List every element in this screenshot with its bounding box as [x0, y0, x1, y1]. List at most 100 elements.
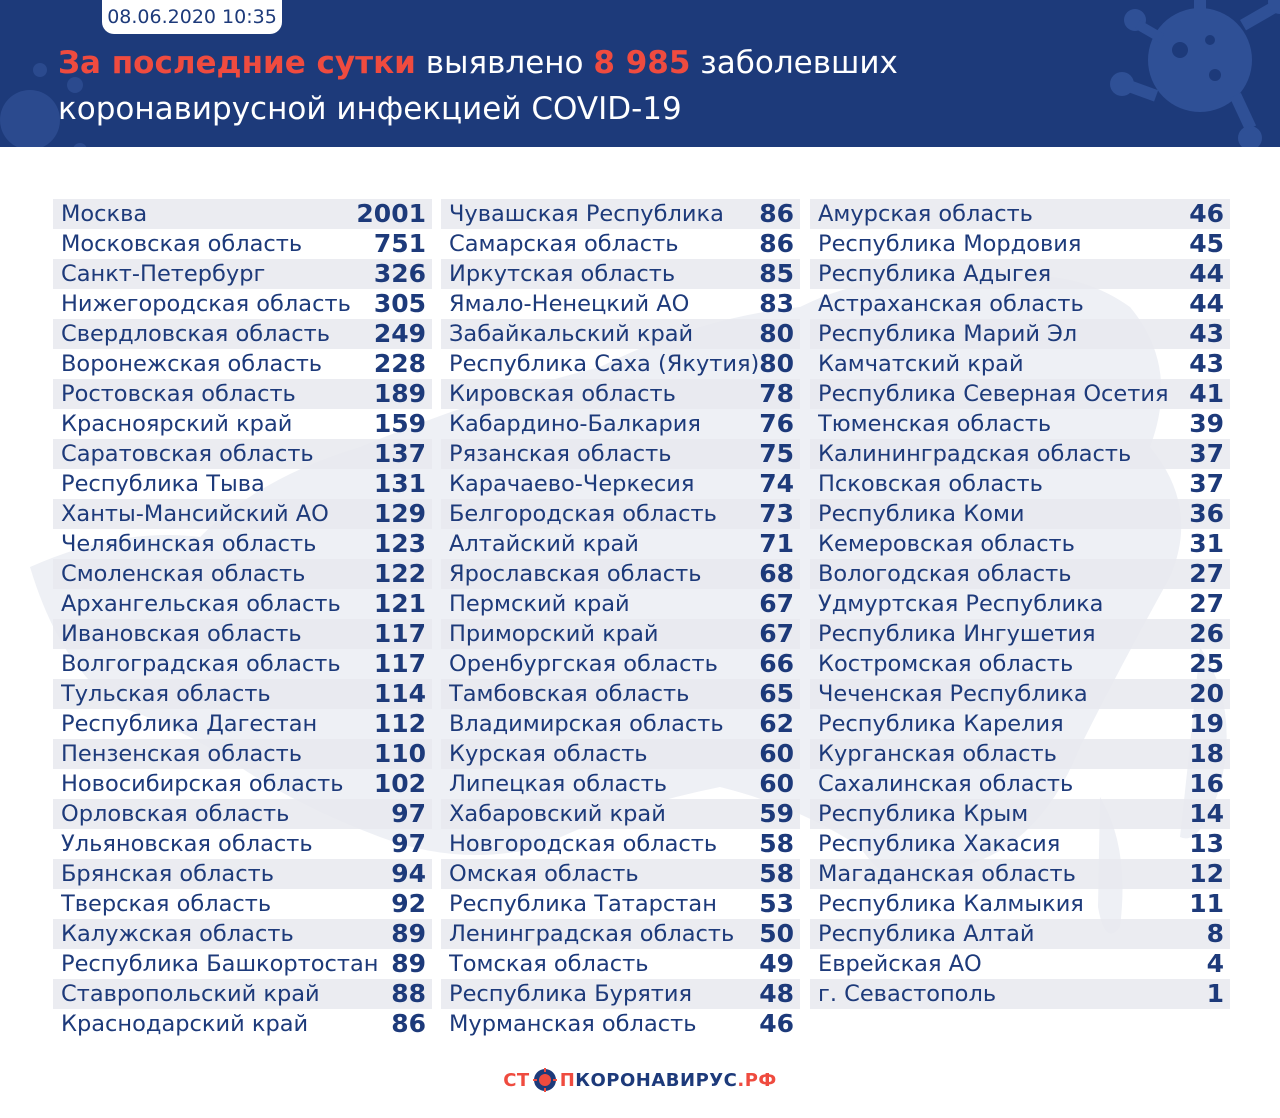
- region-row: Ставропольский край 88: [53, 979, 432, 1009]
- region-name: Тульская область: [61, 681, 271, 707]
- region-row: Пермский край 67: [441, 589, 800, 619]
- region-name: Пермский край: [449, 591, 630, 617]
- region-case-count: 159: [373, 409, 426, 438]
- region-case-count: 83: [759, 289, 794, 318]
- region-name: Костромская область: [818, 651, 1074, 677]
- title-accent: За последние сутки: [58, 45, 416, 81]
- region-case-count: 97: [391, 799, 426, 828]
- region-row: Еврейская АО 4: [810, 949, 1230, 979]
- region-name: Волгоградская область: [61, 651, 341, 677]
- region-row: Архангельская область 121: [53, 589, 432, 619]
- region-row: Воронежская область 228: [53, 349, 432, 379]
- region-row: Калининградская область 37: [810, 439, 1230, 469]
- region-row: Республика Адыгея 44: [810, 259, 1230, 289]
- region-case-count: 189: [373, 379, 426, 408]
- region-case-count: 112: [373, 709, 426, 738]
- region-case-count: 751: [373, 229, 426, 258]
- region-name: Республика Северная Осетия: [818, 381, 1169, 407]
- region-case-count: 37: [1189, 439, 1224, 468]
- region-row: Республика Алтай 8: [810, 919, 1230, 949]
- region-name: Астраханская область: [818, 291, 1084, 317]
- region-case-count: 36: [1189, 499, 1224, 528]
- region-case-count: 228: [373, 349, 426, 378]
- region-name: Архангельская область: [61, 591, 341, 617]
- region-name: Воронежская область: [61, 351, 323, 377]
- region-name: Московская область: [61, 231, 303, 257]
- region-row: Вологодская область 27: [810, 559, 1230, 589]
- region-row: Самарская область 86: [441, 229, 800, 259]
- region-case-count: 123: [373, 529, 426, 558]
- region-name: Красноярский край: [61, 411, 293, 437]
- region-case-count: 39: [1189, 409, 1224, 438]
- region-row: Сахалинская область 16: [810, 769, 1230, 799]
- region-case-count: 59: [759, 799, 794, 828]
- region-row: Ямало-Ненецкий АО 83: [441, 289, 800, 319]
- virus-decoration-left: [0, 63, 87, 147]
- region-case-count: 46: [1189, 199, 1224, 228]
- region-case-count: 1: [1206, 979, 1224, 1008]
- region-name: Иркутская область: [449, 261, 676, 287]
- region-name: Республика Дагестан: [61, 711, 318, 737]
- region-row: Астраханская область 44: [810, 289, 1230, 319]
- region-case-count: 80: [759, 319, 794, 348]
- region-row: Приморский край 67: [441, 619, 800, 649]
- region-name: Ленинградская область: [449, 921, 735, 947]
- region-case-count: 27: [1189, 559, 1224, 588]
- region-row: Брянская область 94: [53, 859, 432, 889]
- region-row: Удмуртская Республика 27: [810, 589, 1230, 619]
- region-name: Республика Саха (Якутия): [449, 351, 760, 377]
- region-name: Самарская область: [449, 231, 679, 257]
- region-case-count: 48: [759, 979, 794, 1008]
- region-case-count: 26: [1189, 619, 1224, 648]
- region-name: Кировская область: [449, 381, 676, 407]
- region-name: Республика Адыгея: [818, 261, 1052, 287]
- stopkoronavirus-logo[interactable]: СТ П КОРОНАВИРУС .РФ: [503, 1067, 777, 1093]
- region-case-count: 46: [759, 1009, 794, 1038]
- region-name: Республика Алтай: [818, 921, 1035, 947]
- region-row: Омская область 58: [441, 859, 800, 889]
- region-case-count: 12: [1189, 859, 1224, 888]
- region-name: Хабаровский край: [449, 801, 666, 827]
- region-name: Республика Тыва: [61, 471, 265, 497]
- region-row: Чувашская Республика 86: [441, 199, 800, 229]
- region-row: Ленинградская область 50: [441, 919, 800, 949]
- region-case-count: 131: [373, 469, 426, 498]
- region-name: Санкт-Петербург: [61, 261, 266, 287]
- page-title: За последние сутки выявлено 8 985 заболе…: [58, 40, 898, 132]
- region-case-count: 20: [1189, 679, 1224, 708]
- region-name: Республика Марий Эл: [818, 321, 1078, 347]
- logo-text-part2: П: [559, 1069, 576, 1091]
- region-row: Краснодарский край 86: [53, 1009, 432, 1039]
- region-row: Республика Ингушетия 26: [810, 619, 1230, 649]
- region-case-count: 43: [1189, 349, 1224, 378]
- region-case-count: 11: [1189, 889, 1224, 918]
- region-name: Новгородская область: [449, 831, 718, 857]
- region-row: Санкт-Петербург 326: [53, 259, 432, 289]
- region-row: Липецкая область 60: [441, 769, 800, 799]
- region-name: Республика Калмыкия: [818, 891, 1084, 917]
- region-name: Пензенская область: [61, 741, 302, 767]
- region-row: Кемеровская область 31: [810, 529, 1230, 559]
- region-name: Липецкая область: [449, 771, 668, 797]
- region-row: Тюменская область 39: [810, 409, 1230, 439]
- region-case-count: 43: [1189, 319, 1224, 348]
- region-row: Ярославская область 68: [441, 559, 800, 589]
- region-case-count: 66: [759, 649, 794, 678]
- region-row: Республика Коми 36: [810, 499, 1230, 529]
- region-name: Камчатский край: [818, 351, 1024, 377]
- region-case-count: 71: [759, 529, 794, 558]
- region-case-count: 122: [373, 559, 426, 588]
- logo-text-part1: СТ: [503, 1069, 530, 1091]
- region-row: Ханты-Мансийский АО 129: [53, 499, 432, 529]
- region-case-count: 45: [1189, 229, 1224, 258]
- region-case-count: 18: [1189, 739, 1224, 768]
- region-case-count: 25: [1189, 649, 1224, 678]
- region-row: Республика Дагестан 112: [53, 709, 432, 739]
- region-case-count: 89: [391, 919, 426, 948]
- region-row: Республика Марий Эл 43: [810, 319, 1230, 349]
- region-row: Республика Крым 14: [810, 799, 1230, 829]
- region-case-count: 110: [373, 739, 426, 768]
- region-name: Владимирская область: [449, 711, 724, 737]
- region-row: Псковская область 37: [810, 469, 1230, 499]
- region-name: Калининградская область: [818, 441, 1132, 467]
